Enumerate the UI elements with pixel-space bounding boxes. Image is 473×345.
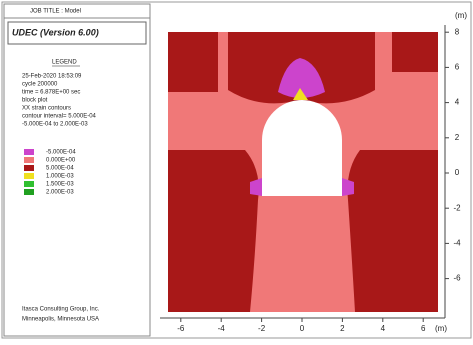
contour-zone (168, 32, 218, 92)
x-tick-label: -2 (258, 324, 266, 333)
legend-line: XX strain contours (22, 106, 71, 112)
contour-zone (392, 32, 438, 72)
y-tick-label: 2 (455, 133, 460, 142)
x-unit: (m) (435, 324, 447, 333)
legend-swatch (24, 165, 34, 171)
y-unit: (m) (455, 11, 467, 20)
footer-line: Minneapolis, Minnesota USA (22, 317, 99, 323)
contour-zone (278, 58, 325, 98)
program: UDEC (Version 6.00) (12, 27, 99, 37)
legend-line: -5.000E-04 to 2.000E-03 (22, 122, 88, 128)
contour-plot (168, 32, 438, 312)
y-tick-label: 4 (455, 98, 460, 107)
legend-swatch (24, 173, 34, 179)
legend-heading: LEGEND (52, 60, 77, 66)
y-tick-label: -4 (453, 239, 461, 248)
x-tick-label: -6 (177, 324, 185, 333)
legend-swatch (24, 149, 34, 155)
tunnel (262, 100, 342, 196)
legend-label: 2.000E-03 (46, 190, 74, 196)
x-tick-label: 0 (300, 324, 305, 333)
y-tick-label: -2 (453, 203, 461, 212)
job-title: JOB TITLE : Model (30, 9, 81, 15)
legend-label: 0.000E+00 (46, 158, 76, 164)
legend-label: -5.000E-04 (46, 150, 76, 156)
program-box (7, 21, 147, 45)
legend-line: 25-Feb-2020 18:53:09 (22, 74, 82, 80)
legend-line: block plot (22, 98, 48, 104)
y-tick-label: -6 (453, 274, 461, 283)
legend-swatch (24, 181, 34, 187)
footer-line: Itasca Consulting Group, Inc. (22, 307, 100, 313)
legend-label: 1.500E-03 (46, 182, 74, 188)
contour-zone (168, 150, 259, 312)
legend-label: 1.000E-03 (46, 174, 74, 180)
legend-line: cycle 200000 (22, 82, 58, 88)
x-tick-label: 4 (381, 324, 386, 333)
y-tick-label: 0 (455, 168, 460, 177)
contour-zone (342, 178, 354, 196)
contour-zone (347, 150, 438, 312)
legend-label: 5.000E-04 (46, 166, 74, 172)
x-tick-label: 6 (421, 324, 426, 333)
legend-swatch (24, 189, 34, 195)
contour-zone (293, 88, 308, 100)
info-panel (3, 3, 151, 337)
contour-zone (250, 178, 262, 196)
y-tick-label: 6 (455, 63, 460, 72)
x-tick-label: 2 (340, 324, 345, 333)
legend-swatch (24, 157, 34, 163)
legend-line: time = 6.878E+00 sec (22, 90, 80, 96)
x-tick-label: -4 (218, 324, 226, 333)
legend-line: contour interval= 5.000E-04 (22, 114, 97, 120)
y-tick-label: 8 (455, 27, 460, 36)
